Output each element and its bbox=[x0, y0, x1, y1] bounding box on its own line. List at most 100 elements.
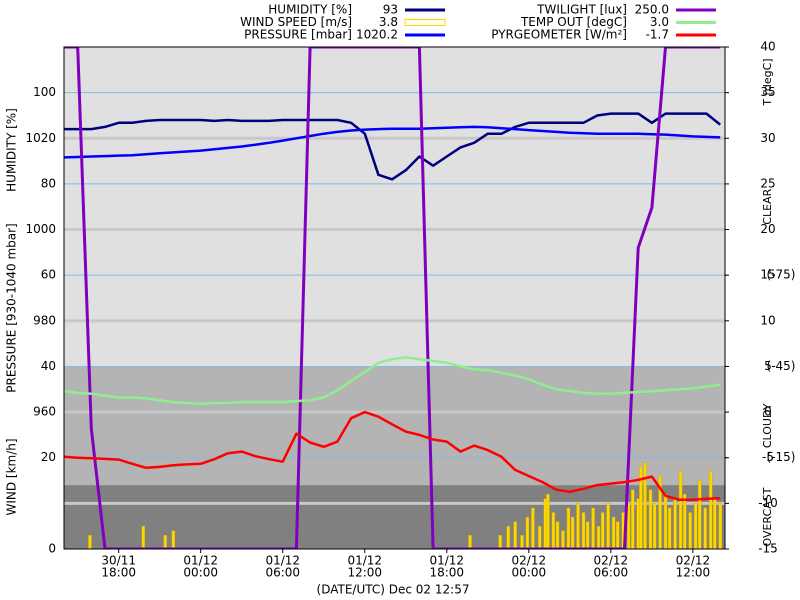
series-line bbox=[64, 125, 721, 159]
x-tick-label: 02/12 bbox=[676, 554, 711, 568]
x-tick-label: 06:00 bbox=[265, 566, 300, 580]
y3-tick-label: (-45) bbox=[767, 359, 796, 373]
legend: HUMIDITY [%] 93 WIND SPEED [m/s] 3.8 PRESSUR… bbox=[240, 3, 716, 42]
y2-tick-label: 30 bbox=[760, 131, 775, 145]
y2-tick-label: 5 bbox=[764, 359, 772, 373]
wind-bar bbox=[561, 530, 565, 549]
legend-value: 3.0 bbox=[650, 15, 669, 29]
wind-bar bbox=[643, 462, 647, 549]
grid bbox=[64, 92, 725, 505]
wind-bar bbox=[698, 480, 702, 549]
wind-bar bbox=[551, 512, 556, 549]
zone-label: CLEAR bbox=[761, 188, 774, 224]
legend-swatch bbox=[404, 19, 446, 26]
wind-bar bbox=[678, 471, 683, 549]
y2-tick-label: -10 bbox=[758, 496, 778, 510]
x-axis-title: (DATE/UTC) Dec 02 12:57 bbox=[317, 583, 470, 597]
wind-bar bbox=[171, 530, 176, 549]
y-tick-label: 80 bbox=[41, 176, 56, 190]
y2-tick-label: 15 bbox=[760, 268, 775, 282]
wind-bar bbox=[520, 535, 524, 549]
legend-value: -1.7 bbox=[646, 28, 669, 42]
wind-bar bbox=[718, 503, 722, 549]
zone-label: OVERCAST bbox=[761, 487, 774, 546]
legend-value: 1020.2 bbox=[356, 28, 398, 42]
wind-bar bbox=[652, 503, 657, 549]
legend-value: 250.0 bbox=[635, 3, 669, 17]
y-tick-label: 100 bbox=[33, 85, 56, 99]
x-tick-label: 12:00 bbox=[347, 566, 382, 580]
wind-bar bbox=[611, 516, 616, 549]
wind-bar bbox=[506, 525, 511, 549]
wind-bar bbox=[576, 503, 580, 549]
x-tick-label: 02/12 bbox=[594, 554, 629, 568]
wind-bar bbox=[468, 535, 472, 549]
plot-marks bbox=[64, 47, 722, 549]
y3-tick-label: (-15) bbox=[767, 450, 796, 464]
wind-bar bbox=[591, 507, 595, 549]
wind-bar bbox=[163, 535, 167, 549]
x-tick-label: 01/12 bbox=[183, 554, 218, 568]
y2-tick-label: -15 bbox=[758, 542, 778, 556]
x-tick-label: 01/12 bbox=[429, 554, 464, 568]
x-tick-label: 01/12 bbox=[347, 554, 382, 568]
wind-bar bbox=[581, 512, 586, 549]
plot-frame bbox=[63, 46, 726, 550]
y-axis-title: HUMIDITY [%] bbox=[5, 108, 19, 192]
x-tick-label: 12:00 bbox=[676, 566, 711, 580]
y2-tick-label: 40 bbox=[760, 40, 775, 54]
wind-bar bbox=[498, 535, 502, 549]
plot-background bbox=[64, 47, 725, 549]
legend-label: WIND SPEED [m/s] bbox=[240, 15, 352, 29]
y2-tick-label: 25 bbox=[760, 176, 775, 190]
wind-bar bbox=[688, 512, 692, 549]
wind-bar bbox=[566, 507, 571, 549]
wind-bar bbox=[531, 507, 535, 549]
pressure-axis-title: PRESSURE [930-1040 mbar] bbox=[5, 223, 19, 392]
wind-bar bbox=[585, 521, 590, 549]
wind-bar bbox=[631, 489, 635, 549]
y2-axis-title: T [degC] bbox=[761, 58, 774, 106]
series-line bbox=[64, 112, 721, 181]
x-tick-label: 01/12 bbox=[265, 554, 300, 568]
wind-bar bbox=[141, 525, 145, 549]
wind-bar bbox=[667, 507, 672, 549]
wind-bar bbox=[626, 503, 631, 549]
wind-bar bbox=[600, 512, 605, 549]
y-tick-label: 0 bbox=[48, 542, 56, 556]
y-tick-label: 20 bbox=[41, 450, 56, 464]
wind-bar bbox=[513, 521, 517, 549]
legend-label: TEMP OUT [degC] bbox=[520, 15, 627, 29]
pressure-tick-label: 980 bbox=[33, 313, 56, 327]
pressure-tick-label: 1020 bbox=[25, 131, 56, 145]
pressure-tick-label: 1000 bbox=[25, 222, 56, 236]
wind-bar bbox=[639, 466, 643, 549]
wind-bar bbox=[538, 525, 542, 549]
wind-bar bbox=[525, 516, 530, 549]
legend-label: PYRGEOMETER [W/m²] bbox=[491, 28, 627, 42]
y-tick-label: 60 bbox=[41, 268, 56, 282]
wind-bar bbox=[88, 535, 92, 549]
y-tick-label: 40 bbox=[41, 359, 56, 373]
wind-bar bbox=[708, 471, 713, 549]
y2-tick-label: 35 bbox=[760, 85, 775, 99]
pressure-tick-label: 960 bbox=[33, 405, 56, 419]
legend-label: PRESSURE [mbar] bbox=[244, 28, 352, 42]
y2-tick-label: 10 bbox=[760, 313, 775, 327]
wind-bar bbox=[693, 503, 698, 549]
series-line bbox=[64, 356, 721, 406]
wind-bar bbox=[703, 507, 707, 549]
x-tick-label: 00:00 bbox=[512, 566, 547, 580]
x-tick-label: 00:00 bbox=[183, 566, 218, 580]
wind-bar bbox=[682, 494, 687, 549]
y2-tick-label: 0 bbox=[764, 405, 772, 419]
x-tick-label: 02/12 bbox=[512, 554, 547, 568]
legend-value: 93 bbox=[383, 3, 398, 17]
axes: CLEARCLOUDYOVERCAST020406080100960980100… bbox=[25, 40, 795, 580]
x-tick-label: 30/11 bbox=[101, 554, 136, 568]
legend-value: 3.8 bbox=[379, 15, 398, 29]
x-tick-label: 06:00 bbox=[594, 566, 629, 580]
legend-label: TWILIGHT [lux] bbox=[536, 3, 627, 17]
